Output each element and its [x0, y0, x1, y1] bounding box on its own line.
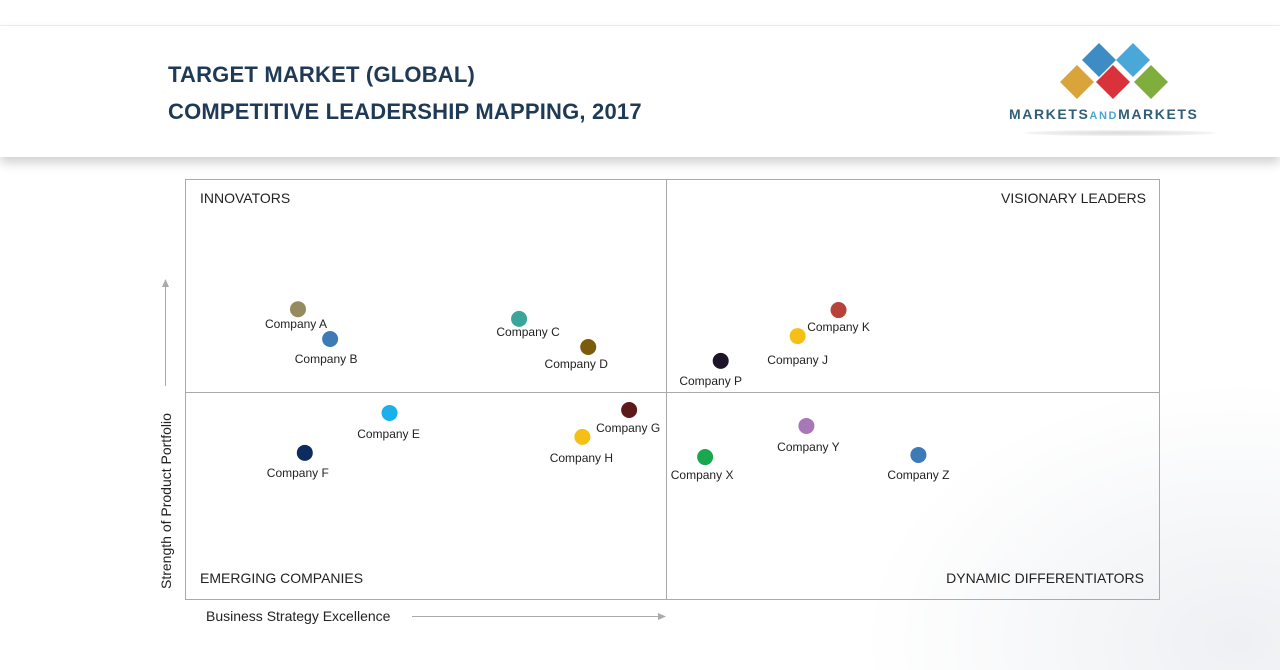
data-point — [580, 339, 597, 355]
quadrant-visionary-leaders: VISIONARY LEADERS — [1001, 190, 1146, 206]
logo-text: MARKETSANDMARKETS — [1009, 106, 1198, 122]
data-point — [381, 404, 398, 421]
quadrant-innovators: INNOVATORS — [200, 190, 290, 206]
y-axis-arrow-icon — [162, 279, 169, 287]
data-label: Company B — [295, 352, 358, 366]
logo-text-1: MARKETS — [1009, 106, 1090, 122]
data-point — [830, 302, 847, 319]
plot-border — [185, 179, 1160, 600]
title-line-1: TARGET MARKET (GLOBAL) — [168, 62, 476, 87]
quadrant-dynamic-differentiators: DYNAMIC DIFFERENTIATORS — [946, 570, 1144, 586]
data-point — [798, 417, 815, 434]
data-label: Company K — [807, 320, 870, 334]
data-point — [574, 428, 591, 445]
y-axis-label: Strength of Product Portfolio — [158, 413, 174, 589]
data-label: Company X — [671, 468, 734, 482]
logo-diamond — [1082, 43, 1116, 77]
data-label: Company J — [767, 353, 828, 367]
logo-diamond — [1134, 65, 1168, 99]
background-fade — [860, 380, 1280, 670]
data-label: Company A — [265, 317, 327, 331]
top-strip — [0, 0, 1280, 26]
data-label: Company Z — [887, 468, 949, 482]
data-point — [322, 331, 339, 348]
data-label: Company C — [496, 325, 560, 339]
logo-diamonds-icon — [1060, 43, 1168, 99]
data-point — [910, 446, 927, 463]
logo-shadow — [1025, 130, 1215, 136]
data-point — [511, 310, 528, 327]
logo-diamond — [1096, 65, 1130, 99]
data-label: Company G — [596, 421, 660, 435]
logo-text-2: AND — [1089, 110, 1119, 122]
data-label: Company P — [679, 374, 742, 388]
title-line-2: COMPETITIVE LEADERSHIP MAPPING, 2017 — [168, 99, 642, 124]
x-axis-label: Business Strategy Excellence — [206, 608, 391, 624]
data-point — [621, 402, 638, 418]
data-point — [789, 328, 806, 345]
data-point — [289, 301, 306, 318]
data-point — [697, 449, 714, 466]
logo-diamond — [1060, 65, 1094, 99]
quadrant-emerging-companies: EMERGING COMPANIES — [200, 570, 363, 586]
marketsandmarkets-logo: MARKETSANDMARKETS — [1005, 42, 1220, 147]
logo-diamond — [1116, 43, 1150, 77]
data-point — [296, 444, 313, 461]
data-label: Company H — [550, 451, 613, 465]
data-point — [712, 352, 729, 369]
logo-text-3: MARKETS — [1118, 106, 1199, 122]
data-label: Company D — [545, 357, 609, 371]
data-label: Company F — [267, 466, 329, 480]
x-axis-arrow-icon — [658, 613, 666, 620]
header-banner: TARGET MARKET (GLOBAL) COMPETITIVE LEADE… — [0, 26, 1280, 157]
data-label: Company E — [357, 427, 420, 441]
data-label: Company Y — [777, 440, 839, 454]
